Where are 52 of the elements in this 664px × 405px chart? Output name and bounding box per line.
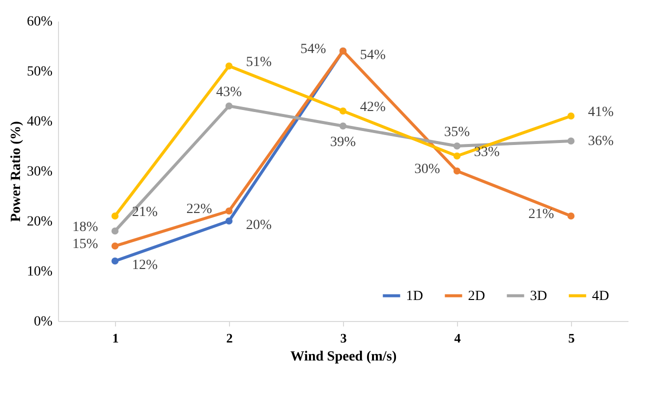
- data-label: 33%: [474, 145, 500, 160]
- point: [567, 112, 575, 120]
- x-tick-label: 3: [340, 330, 348, 346]
- data-label: 30%: [414, 162, 440, 177]
- data-label: 39%: [330, 135, 356, 150]
- x-tick-label: 2: [226, 330, 233, 346]
- data-label: 35%: [444, 125, 470, 140]
- y-tick-label: 0%: [34, 314, 53, 330]
- data-label: 20%: [246, 218, 272, 233]
- data-label: 42%: [360, 100, 386, 115]
- y-tick-label: 30%: [26, 164, 53, 180]
- point: [111, 227, 119, 235]
- point: [225, 217, 233, 225]
- data-label: 15%: [72, 237, 98, 252]
- data-label: 18%: [72, 220, 98, 235]
- y-axis-title: Power Ratio (%): [8, 120, 24, 222]
- point: [339, 122, 347, 130]
- point: [111, 242, 119, 250]
- data-label: 21%: [132, 205, 158, 220]
- y-tick-label: 60%: [26, 14, 53, 30]
- point: [225, 207, 233, 215]
- point: [225, 62, 233, 70]
- x-tick-label: 1: [112, 330, 119, 346]
- y-tick-label: 20%: [26, 214, 53, 230]
- point: [567, 137, 575, 145]
- data-label: 54%: [300, 42, 326, 57]
- data-label: 12%: [132, 258, 158, 273]
- point: [453, 167, 461, 175]
- y-tick-label: 40%: [26, 114, 53, 130]
- point: [111, 257, 119, 265]
- point: [453, 142, 461, 150]
- point: [453, 152, 461, 160]
- y-tick-label: 10%: [26, 264, 53, 280]
- legend-label: 3D: [530, 288, 548, 304]
- legend-label: 1D: [406, 288, 424, 304]
- y-tick-label: 50%: [26, 64, 53, 80]
- point: [339, 107, 347, 115]
- data-label: 51%: [246, 55, 272, 70]
- point: [111, 212, 119, 220]
- legend-label: 4D: [592, 288, 610, 304]
- data-label: 54%: [360, 48, 386, 63]
- legend-label: 2D: [468, 288, 486, 304]
- point: [225, 102, 233, 110]
- x-tick-label: 5: [568, 330, 576, 346]
- data-label: 22%: [186, 202, 212, 217]
- point: [567, 212, 575, 220]
- data-label: 41%: [588, 105, 614, 120]
- data-label: 21%: [528, 207, 554, 222]
- data-label: 43%: [216, 85, 242, 100]
- x-axis-title: Wind Speed (m/s): [290, 350, 397, 364]
- x-tick-label: 4: [454, 330, 462, 346]
- data-label: 36%: [588, 134, 614, 149]
